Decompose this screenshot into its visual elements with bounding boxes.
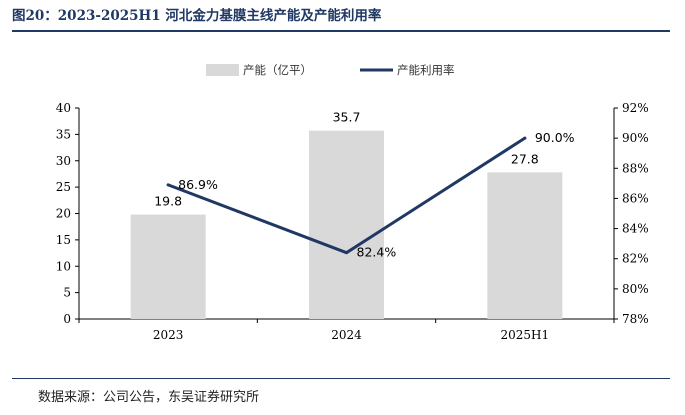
y-right-tick-label: 78% <box>622 312 649 326</box>
y-right-tick-label: 82% <box>622 252 649 266</box>
y-left-tick-label: 35 <box>56 127 71 141</box>
bar <box>487 172 563 319</box>
y-right-tick-label: 86% <box>622 191 649 205</box>
y-right-tick-label: 88% <box>622 161 649 175</box>
legend-label-capacity: 产能（亿平） <box>243 63 312 77</box>
title-rule <box>12 30 670 32</box>
y-right-tick-label: 80% <box>622 282 649 296</box>
legend-swatch-capacity <box>206 64 239 76</box>
chart-legend: 产能（亿平） 产能利用率 <box>206 63 455 77</box>
y-left-tick-label: 20 <box>56 207 71 221</box>
y-left-tick-label: 40 <box>56 101 71 115</box>
line-value-label: 82.4% <box>357 245 397 260</box>
line-value-label: 90.0% <box>535 130 575 145</box>
y-right-tick-label: 84% <box>622 222 649 236</box>
y-right-tick-label: 92% <box>622 101 649 115</box>
y-left-tick-label: 15 <box>56 233 71 247</box>
x-tick-label: 2025H1 <box>501 328 550 342</box>
line-point <box>166 183 170 187</box>
y-left-tick-label: 10 <box>56 259 71 273</box>
bar-series: 19.8 35.7 27.8 <box>130 110 563 319</box>
bar-value-label: 27.8 <box>511 151 539 166</box>
combo-chart: 产能（亿平） 产能利用率 0 5 10 15 20 25 30 35 40 78% 80% 82% 84%… <box>56 63 649 342</box>
bar <box>130 214 206 319</box>
x-tick-label: 2023 <box>153 328 184 342</box>
footer-rule <box>12 378 670 379</box>
line-point <box>345 251 348 255</box>
source-note: 数据来源：公司公告，东吴证券研究所 <box>38 390 260 405</box>
line-series: 86.9% 82.4% 90.0% <box>166 130 575 260</box>
y-left-tick-label: 0 <box>63 312 71 326</box>
legend-label-utilization: 产能利用率 <box>397 63 455 77</box>
y-left-tick-label: 25 <box>56 180 71 194</box>
bar <box>309 130 384 319</box>
y-left-tick-label: 5 <box>63 286 71 300</box>
bar-value-label: 19.8 <box>154 194 182 209</box>
figure-title: 图20：2023-2025H1 河北金力基膜主线产能及产能利用率 <box>12 8 382 24</box>
bar-value-label: 35.7 <box>333 110 361 125</box>
y-right-tick-label: 90% <box>622 131 649 145</box>
line-point <box>523 136 527 140</box>
y-left-tick-label: 30 <box>56 154 71 168</box>
line-value-label: 86.9% <box>178 177 218 192</box>
x-tick-label: 2024 <box>331 328 362 342</box>
